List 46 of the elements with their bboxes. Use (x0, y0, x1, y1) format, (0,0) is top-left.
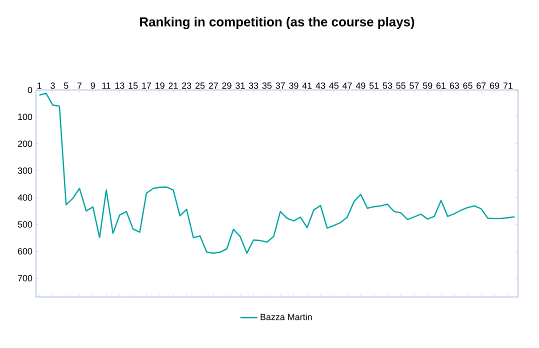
y-tick-label: 0 (28, 86, 32, 94)
x-tick-label: 1 (38, 82, 42, 89)
x-tick-label: 55 (396, 82, 406, 89)
x-tick-label: 43 (316, 82, 326, 89)
x-tick-label: 47 (342, 82, 352, 89)
y-tick-label: 300 (18, 167, 32, 174)
y-tick-label: 100 (18, 114, 32, 120)
x-tick-label: 63 (450, 82, 459, 89)
x-tick-label: 41 (302, 82, 312, 89)
y-tick-label: 200 (18, 140, 32, 147)
x-tick-label: 11 (102, 82, 111, 89)
x-tick-label: 9 (90, 82, 95, 89)
x-tick-label: 51 (369, 82, 379, 89)
x-tick-label: 35 (262, 82, 272, 89)
x-tick-label: 69 (490, 82, 500, 89)
x-tick-label: 19 (156, 82, 164, 89)
x-tick-label: 59 (423, 82, 432, 89)
x-tick-label: 61 (436, 82, 446, 89)
x-tick-label: 7 (77, 82, 82, 89)
y-tick-label: 500 (18, 221, 32, 228)
x-tick-label: 65 (463, 82, 472, 89)
x-tick-label: 67 (476, 82, 486, 89)
x-tick-label: 45 (329, 82, 339, 89)
x-tick-label: 37 (276, 82, 285, 89)
x-tick-label: 27 (208, 82, 218, 89)
x-tick-label: 17 (142, 82, 151, 89)
x-tick-label: 3 (50, 82, 55, 89)
x-tick-label: 13 (115, 82, 124, 89)
y-tick-label: 700 (18, 275, 32, 282)
y-tick-label: 400 (18, 194, 32, 201)
x-tick-label: 15 (128, 82, 138, 89)
x-tick-label: 57 (410, 82, 419, 89)
x-tick-label: 21 (168, 82, 178, 89)
legend-label: Bazza Martin (260, 314, 312, 320)
chart-title: Ranking in competition (as the course plays) (140, 16, 414, 30)
x-tick-label: 23 (182, 82, 192, 89)
x-tick-label: 39 (289, 82, 298, 89)
x-tick-label: 71 (503, 82, 513, 89)
x-tick-label: 5 (64, 82, 68, 89)
x-tick-label: 29 (222, 82, 232, 89)
y-tick-label: 600 (18, 248, 32, 254)
x-tick-label: 53 (382, 82, 392, 89)
x-tick-label: 25 (195, 82, 205, 89)
x-tick-label: 49 (356, 82, 366, 89)
x-tick-label: 31 (236, 82, 245, 89)
x-tick-label: 33 (248, 82, 258, 89)
